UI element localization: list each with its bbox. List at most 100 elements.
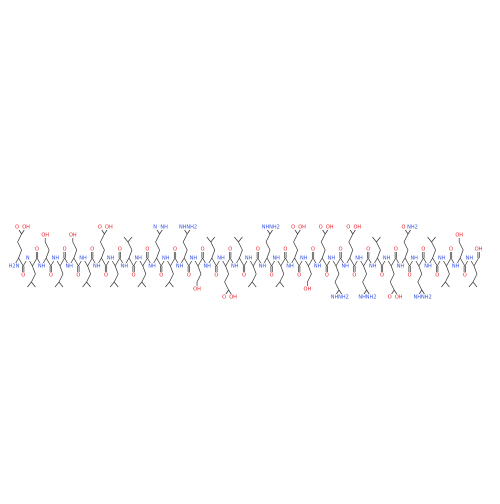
label-bg — [309, 246, 317, 252]
bond — [266, 257, 272, 267]
bond — [100, 241, 105, 251]
bond — [417, 281, 423, 291]
bond — [156, 257, 162, 267]
atom-label: NH — [93, 264, 101, 270]
atom-label: O — [187, 273, 191, 279]
atom-label: O — [408, 273, 412, 279]
atom-label: NH — [286, 264, 294, 270]
atom-label: O — [76, 273, 80, 279]
label-bg — [188, 224, 196, 230]
label-bg — [171, 246, 179, 252]
bond — [427, 236, 432, 243]
atom-label: NH — [414, 295, 422, 301]
bond — [58, 281, 64, 288]
bond — [265, 241, 271, 251]
bond — [127, 236, 133, 243]
atom-label: NH — [245, 256, 253, 262]
label-bg — [422, 294, 430, 300]
label-bg — [61, 246, 69, 252]
bond — [247, 281, 253, 288]
atom-label: NH — [217, 256, 225, 262]
bond — [239, 249, 243, 259]
atom-label: O — [201, 247, 205, 253]
atom-label: O — [49, 273, 53, 279]
atom-label: NH — [65, 264, 73, 270]
bond — [45, 249, 50, 259]
atom-label: NH2 — [338, 295, 349, 301]
bond — [458, 241, 464, 251]
bond — [109, 281, 115, 288]
bond — [58, 273, 64, 283]
bond — [86, 273, 91, 283]
label-bg — [19, 272, 27, 278]
label-bg — [229, 294, 237, 300]
label-bg — [220, 294, 228, 300]
label-bg — [447, 246, 455, 252]
bond — [182, 241, 188, 251]
bond — [389, 281, 395, 291]
bond — [32, 265, 36, 275]
label-bg — [317, 224, 325, 230]
bond — [31, 273, 36, 283]
atom-label: N — [153, 225, 157, 231]
label-bg — [465, 255, 473, 261]
atom-label: O — [118, 247, 122, 253]
bond — [280, 265, 285, 275]
atom-label: NH — [341, 264, 349, 270]
bond — [128, 257, 134, 267]
label-bg — [79, 255, 87, 261]
atom-label: NH — [203, 264, 211, 270]
bond — [142, 257, 148, 267]
atom-label: NH — [369, 264, 377, 270]
bond — [403, 241, 409, 251]
label-bg — [409, 224, 416, 230]
label-bg — [262, 224, 269, 230]
bond — [308, 265, 312, 275]
atom-label: O — [270, 273, 274, 279]
label-bg — [331, 294, 338, 300]
atom-label: NH — [38, 264, 46, 270]
bond — [473, 265, 478, 275]
bond — [417, 273, 423, 283]
bond — [321, 249, 326, 259]
bond — [293, 233, 298, 243]
bond — [431, 241, 436, 251]
label-bg — [185, 272, 193, 278]
bond — [334, 281, 340, 291]
bond — [169, 273, 174, 283]
label-bg — [199, 246, 207, 252]
atom-label: O — [352, 273, 356, 279]
label-bg — [395, 294, 403, 300]
atom-label: O — [380, 273, 384, 279]
bond — [224, 281, 229, 291]
label-bg — [212, 272, 220, 278]
label-bg — [406, 272, 414, 278]
bond — [472, 281, 478, 288]
label-bg — [217, 255, 225, 261]
atom-label: O — [311, 247, 315, 253]
bond — [252, 257, 259, 267]
atom-label: OH — [229, 295, 237, 301]
bond — [349, 249, 354, 259]
atom-label: O — [242, 273, 246, 279]
bond — [446, 257, 452, 267]
atom-label: NH — [176, 264, 184, 270]
bond — [239, 257, 245, 267]
bond — [459, 249, 464, 259]
label-bg — [254, 246, 262, 252]
bond — [389, 273, 395, 283]
label-bg — [337, 246, 345, 252]
label-bg — [258, 263, 266, 269]
bond — [18, 257, 24, 267]
atom-label: NH — [160, 225, 168, 231]
atom-label: O — [402, 225, 406, 231]
bond — [183, 249, 188, 259]
atom-label: O — [435, 273, 439, 279]
bond — [206, 236, 212, 243]
atom-label: OH — [475, 247, 483, 253]
label-bg — [341, 263, 349, 269]
atom-label: O — [366, 247, 370, 253]
bond — [348, 233, 354, 243]
atom-label: O — [132, 273, 136, 279]
label-bg — [102, 272, 110, 278]
